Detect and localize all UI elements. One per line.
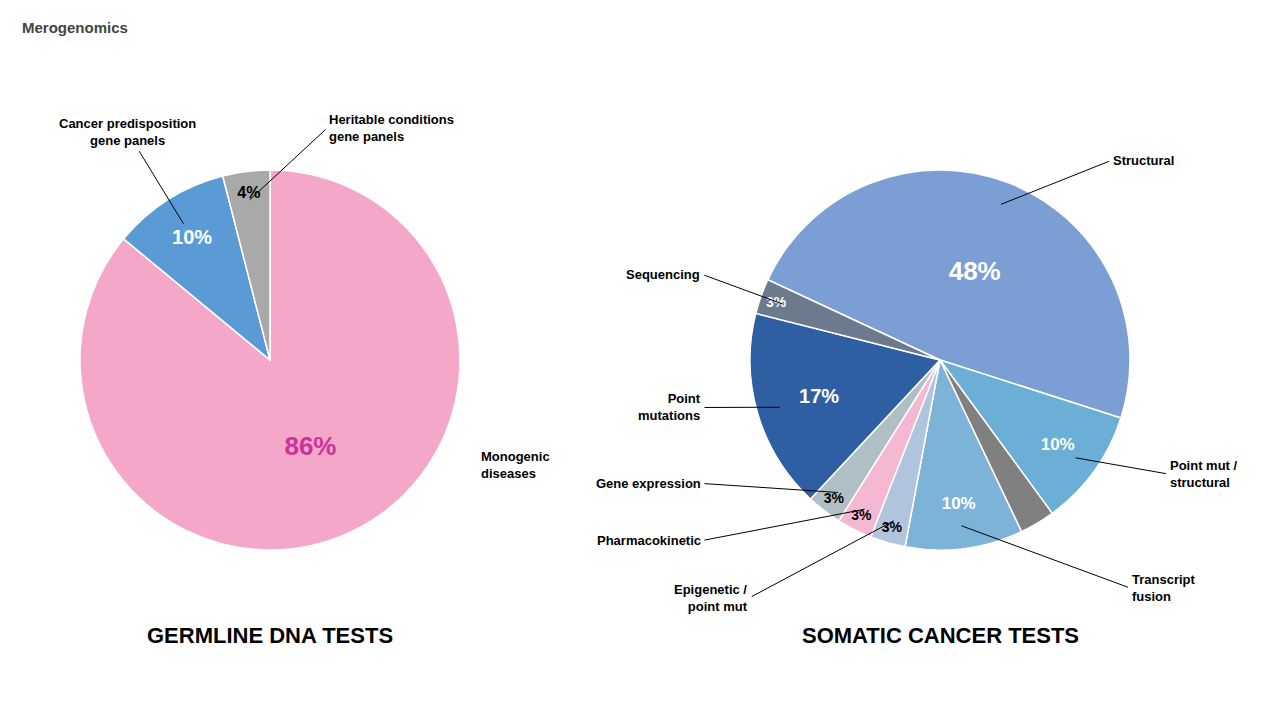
svg-text:GERMLINE DNA TESTS: GERMLINE DNA TESTS <box>147 623 393 648</box>
svg-text:10%: 10% <box>1041 435 1075 454</box>
svg-text:Epigenetic /point mut: Epigenetic /point mut <box>674 582 748 614</box>
svg-text:86%: 86% <box>284 431 336 461</box>
svg-text:Pointmutations: Pointmutations <box>638 391 701 423</box>
svg-text:Pharmacokinetic: Pharmacokinetic <box>597 533 701 548</box>
svg-text:Heritable conditionsgene panel: Heritable conditionsgene panels <box>329 112 454 144</box>
svg-text:4%: 4% <box>237 184 260 201</box>
svg-text:Merogenomics: Merogenomics <box>22 19 128 36</box>
svg-text:17%: 17% <box>799 385 839 407</box>
svg-text:3%: 3% <box>882 519 903 535</box>
svg-text:3%: 3% <box>766 294 787 310</box>
svg-text:10%: 10% <box>172 226 212 248</box>
svg-text:Transcriptfusion: Transcriptfusion <box>1132 572 1196 604</box>
svg-text:10%: 10% <box>942 494 976 513</box>
svg-text:Structural: Structural <box>1113 153 1174 168</box>
svg-text:Cancer predispositiongene pane: Cancer predispositiongene panels <box>59 116 196 148</box>
svg-text:48%: 48% <box>949 256 1001 286</box>
svg-text:Sequencing: Sequencing <box>626 267 700 282</box>
svg-text:Point mut /structural: Point mut /structural <box>1170 458 1238 490</box>
svg-text:3%: 3% <box>851 507 872 523</box>
svg-text:3%: 3% <box>824 490 845 506</box>
svg-text:Monogenicdiseases: Monogenicdiseases <box>481 449 550 481</box>
svg-text:SOMATIC CANCER TESTS: SOMATIC CANCER TESTS <box>802 623 1079 648</box>
svg-text:Gene expression: Gene expression <box>596 476 701 491</box>
